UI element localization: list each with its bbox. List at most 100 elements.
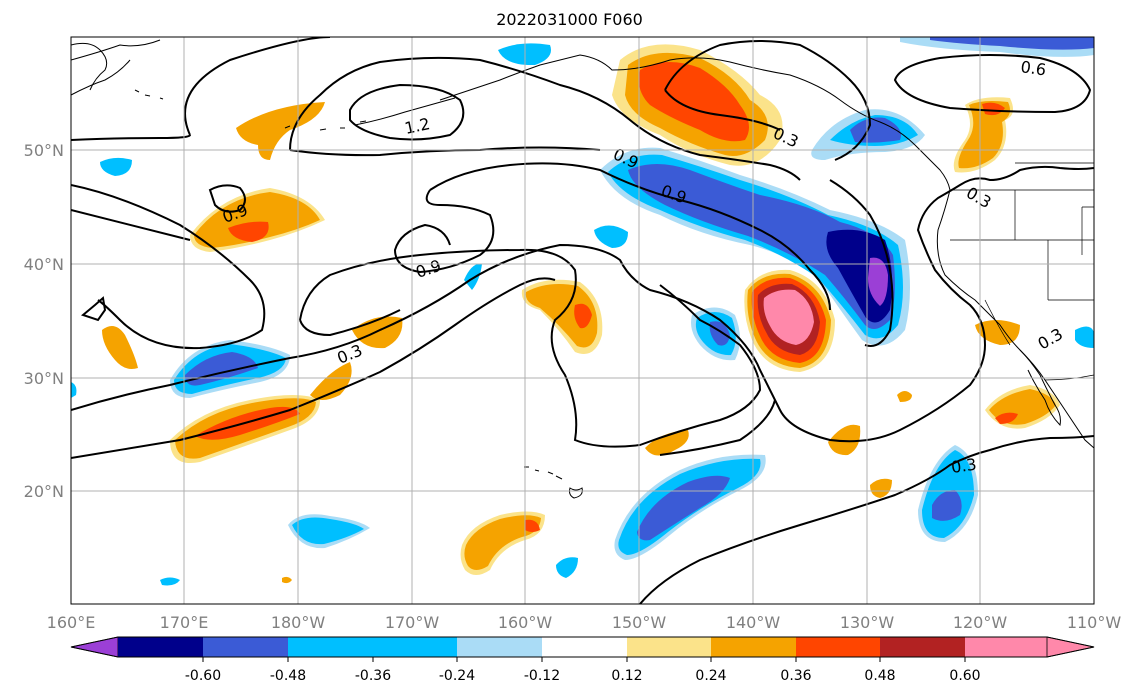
lon-tick-label: 180°W bbox=[271, 613, 326, 632]
contour-label: 0.6 bbox=[1019, 57, 1047, 79]
colorbar-label: 0.24 bbox=[695, 668, 726, 684]
contour-label: 0.3 bbox=[950, 455, 978, 477]
colorbar-segment bbox=[203, 637, 288, 657]
contour-line bbox=[299, 248, 762, 448]
positive-anomaly-region bbox=[763, 289, 814, 345]
colorbar-segment bbox=[880, 637, 965, 657]
colorbar-frame bbox=[70, 636, 1095, 658]
contour-line bbox=[71, 37, 801, 181]
coastline bbox=[134, 89, 367, 131]
lon-tick-label: 130°W bbox=[840, 613, 895, 632]
negative-anomaly-region bbox=[1075, 326, 1094, 348]
lon-tick-labels: 160°E 170°E 180°W 170°W 160°W 150°W 140°… bbox=[47, 613, 1122, 632]
contour-line bbox=[664, 40, 872, 161]
negative-anomaly-region bbox=[556, 557, 578, 578]
negative-anomaly-region bbox=[292, 517, 364, 545]
positive-anomaly-region bbox=[282, 576, 292, 584]
contour-line bbox=[299, 309, 401, 337]
lon-tick-label: 110°W bbox=[1067, 613, 1122, 632]
positive-anomaly-region bbox=[574, 303, 592, 329]
lat-tick-label: 40°N bbox=[24, 255, 64, 274]
colorbar-label: -0.36 bbox=[355, 668, 391, 684]
positive-anomaly-region bbox=[870, 478, 892, 498]
negative-anomaly-region bbox=[637, 475, 730, 541]
colorbar-label: -0.60 bbox=[185, 668, 221, 684]
negative-anomaly-region bbox=[932, 490, 962, 521]
border bbox=[950, 162, 1094, 381]
colorbar-segment bbox=[288, 637, 373, 657]
colorbar-segment bbox=[542, 637, 627, 657]
positive-anomaly-region bbox=[525, 284, 598, 348]
colorbar-label: 0.60 bbox=[949, 668, 980, 684]
gridlines bbox=[71, 37, 1094, 604]
lat-tick-label: 50°N bbox=[24, 141, 64, 160]
lon-tick-label: 160°W bbox=[498, 613, 553, 632]
lon-tick-label: 140°W bbox=[726, 613, 781, 632]
colorbar-label: 0.12 bbox=[611, 668, 642, 684]
colorbar-segment bbox=[118, 637, 203, 657]
positive-anomaly-region bbox=[975, 320, 1020, 345]
positive-anomaly-region bbox=[525, 519, 540, 532]
positive-anomaly-region bbox=[102, 326, 138, 369]
positive-anomaly-region bbox=[958, 101, 1010, 169]
colorbar-segment bbox=[457, 637, 542, 657]
positive-anomaly-region bbox=[236, 102, 325, 160]
colorbar-segment bbox=[711, 637, 796, 657]
contour-label: 1.2 bbox=[403, 114, 432, 138]
coastline bbox=[71, 42, 108, 91]
contour-line bbox=[71, 277, 556, 459]
lon-tick-label: 120°W bbox=[953, 613, 1008, 632]
negative-anomaly-region bbox=[628, 164, 895, 329]
lon-tick-label: 170°E bbox=[160, 613, 209, 632]
colorbar-extend-high bbox=[1046, 636, 1095, 658]
negative-anomaly-region bbox=[71, 382, 77, 398]
contour-line bbox=[349, 83, 465, 141]
coastline bbox=[936, 189, 1094, 449]
lon-tick-label: 160°E bbox=[47, 613, 96, 632]
colorbar-label: -0.24 bbox=[439, 668, 475, 684]
shaded-anomaly-fields bbox=[71, 37, 1094, 586]
positive-anomaly-region bbox=[897, 391, 912, 402]
negative-anomaly-region bbox=[100, 157, 132, 176]
contour-line bbox=[659, 179, 894, 456]
positive-anomaly-region bbox=[310, 362, 352, 400]
contour-line bbox=[71, 165, 1094, 443]
contour-line bbox=[393, 162, 831, 311]
contour-line bbox=[71, 184, 246, 241]
lon-tick-label: 150°W bbox=[612, 613, 667, 632]
coastline bbox=[524, 466, 583, 499]
colorbar-label: 0.36 bbox=[780, 668, 811, 684]
negative-anomaly-region bbox=[160, 577, 180, 586]
colorbar-segment bbox=[965, 637, 1047, 657]
positive-anomaly-region bbox=[645, 430, 689, 456]
coastlines bbox=[71, 39, 1094, 499]
positive-anomaly-region bbox=[982, 102, 1005, 116]
colorbar-label: 0.48 bbox=[864, 668, 895, 684]
positive-anomaly-region bbox=[638, 61, 749, 142]
positive-anomaly-region bbox=[828, 424, 861, 456]
negative-anomaly-region bbox=[464, 263, 482, 290]
colorbar-extend-low bbox=[70, 636, 119, 658]
lat-tick-label: 20°N bbox=[24, 482, 64, 501]
map-title: 2022031000 F060 bbox=[496, 10, 643, 29]
positive-anomaly-region bbox=[464, 515, 541, 570]
lat-tick-labels: 50°N 40°N 30°N 20°N bbox=[24, 141, 64, 501]
contour-line bbox=[893, 54, 1092, 114]
negative-anomaly-region bbox=[930, 37, 1094, 50]
colorbar-label: -0.12 bbox=[524, 668, 560, 684]
colorbar: -0.60 -0.48 -0.36 -0.24 -0.12 0.12 0.24 … bbox=[70, 636, 1095, 684]
colorbar-segment bbox=[627, 637, 711, 657]
negative-anomaly-region bbox=[594, 225, 628, 248]
colorbar-segment bbox=[796, 637, 880, 657]
coastline bbox=[1019, 349, 1061, 427]
coastline bbox=[71, 39, 951, 191]
colorbar-label: -0.48 bbox=[270, 668, 306, 684]
lat-tick-label: 30°N bbox=[24, 369, 64, 388]
negative-anomaly-region bbox=[868, 257, 888, 306]
positive-anomaly-region bbox=[995, 412, 1018, 424]
plot-frame bbox=[70, 36, 1095, 605]
positive-anomaly-region bbox=[194, 192, 320, 248]
colorbar-segment bbox=[373, 637, 457, 657]
lon-tick-label: 170°W bbox=[385, 613, 440, 632]
